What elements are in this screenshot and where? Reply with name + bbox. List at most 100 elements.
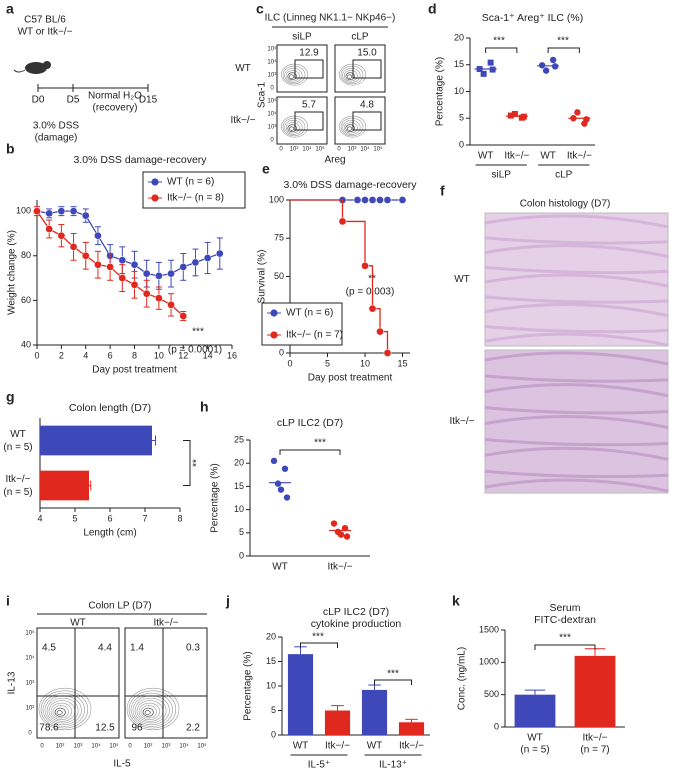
y-tick-label: 60 [21,295,31,305]
tissue-texture [484,236,669,245]
flow-y-tick: 10³ [268,73,277,79]
contour [347,126,353,131]
x-tick-label: 10 [154,350,164,360]
timeline-phase: Normal H₂O [88,91,142,102]
data-point [574,109,581,116]
x-tick-label: 8 [177,513,182,523]
contour [282,117,306,137]
x-tick-label: 5 [325,358,330,368]
quadrant-value: 96 [131,723,143,734]
data-point [376,327,384,336]
x-tick-label: WT [367,741,383,752]
flow-gate [352,111,382,131]
x-tick-label: 6 [107,513,112,523]
tissue-texture [484,324,669,334]
data-point [203,254,212,262]
panel-label: e [262,161,270,177]
flow-gate [352,59,382,79]
tissue-texture [484,303,669,318]
contour [282,65,306,85]
data-point [94,231,102,240]
flow-plot [276,44,328,93]
y-tick-label: 10 [266,680,276,690]
annotation: (p = 0.0001) [168,345,222,356]
legend-marker [270,309,278,317]
bar [40,425,152,456]
flow-y-tick: 10⁴ [267,59,277,66]
flow-x-label: IL-5 [113,759,131,770]
contour [52,705,69,719]
histology-row-label: WT [454,274,470,285]
tissue-texture [484,414,669,430]
annotation: *** [314,438,326,449]
x-tick-label: 16 [227,350,237,360]
panel-label: d [428,1,437,17]
y-tick-label: 20 [234,458,244,468]
data-point [118,274,127,282]
y-tick-label: 20 [454,32,464,42]
data-point [81,251,90,260]
significance-bracket [547,47,580,53]
annotation: *** [493,36,505,47]
legend-label: Itk−/− (n = 8) [167,193,224,204]
tissue-texture [484,406,669,415]
contour [56,710,63,715]
contour [38,687,92,731]
y-tick-label: 25 [234,434,244,444]
tissue-texture [484,351,669,366]
legend-label: WT (n = 6) [286,308,333,319]
flow-y-label: IL-13 [7,671,18,694]
x-tick-label: 0 [287,358,292,368]
flow-plot [276,96,328,145]
y-tick-label: 40 [21,339,31,349]
flow-gate-value: 5.7 [302,100,316,111]
y-axis-label: Percentage (%) [435,57,446,126]
data-point [142,269,151,278]
contour [144,710,151,715]
panel-label: g [6,389,15,405]
annotation: *** [387,669,399,680]
legend-marker [151,194,159,202]
contour [285,122,300,134]
data-point [69,242,78,251]
contour [289,74,295,79]
legend-marker [270,331,278,339]
y-tick-label: 100 [269,194,284,204]
data-point [480,70,487,77]
category-note: (n = 5) [3,442,32,453]
y-tick-label: 0 [271,729,276,739]
panel-label: k [452,593,460,609]
x-axis-label: Day post treatment [92,365,177,376]
data-point [130,260,139,269]
flow-x-tick: 0 [40,744,44,750]
data-point [57,231,66,240]
flow-plot [334,96,386,145]
panel-label: j [225,593,230,609]
contour [340,65,364,85]
flow-x-tick: 10⁴ [360,146,370,153]
timeline-phase: (damage) [35,133,78,144]
data-point [155,271,163,280]
tissue-texture [484,374,669,383]
bar [40,470,89,501]
y-tick-label: 0 [459,139,464,149]
data-point [368,304,377,313]
x-tick-label: 14 [203,350,213,360]
contour [285,70,300,82]
x-tick-label: 12 [178,350,188,360]
y-tick-label: 10 [234,504,244,514]
flow-gate [294,111,324,131]
y-tick-label: Itk−/− [5,474,30,485]
x-tick-label: WT [478,151,494,162]
y-axis-label: Survival (%) [257,250,268,304]
contour [342,68,361,83]
chart-title: Sca-1⁺ Areg⁺ ILC (%) [482,12,584,24]
x-tick-label: WT [540,151,556,162]
data-point [179,263,188,271]
flow-y-tick: 0 [28,731,32,737]
x-tick-label: 4 [37,513,42,523]
tissue-texture [484,332,669,347]
legend-label: WT (n = 6) [167,177,214,188]
timeline-phase: (recovery) [92,103,137,114]
